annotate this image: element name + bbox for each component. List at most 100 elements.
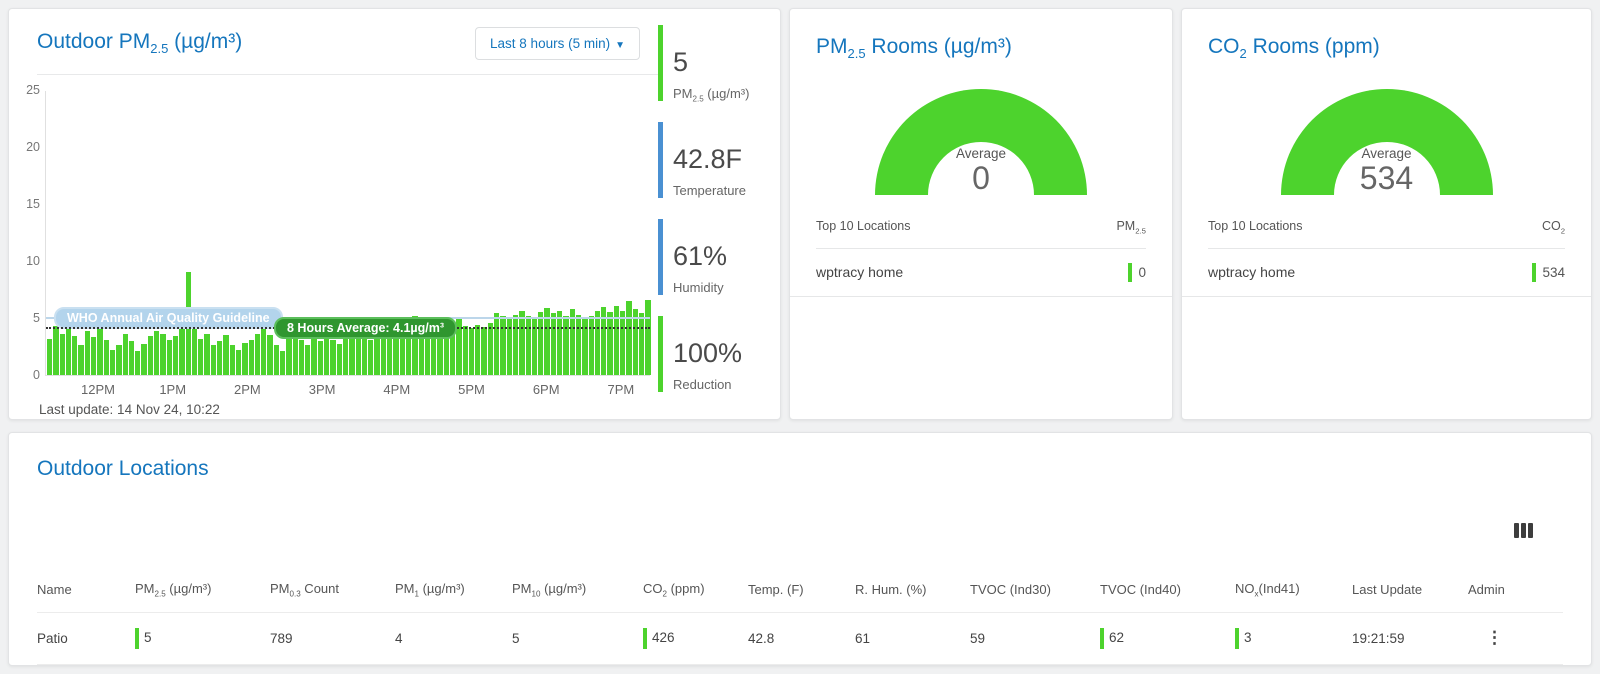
table-cell: 4 xyxy=(395,612,512,665)
chart-bar xyxy=(191,328,198,375)
time-range-dropdown[interactable]: Last 8 hours (5 min) ▼ xyxy=(475,27,640,60)
outdoor-card-title: Outdoor PM2.5 (µg/m³) xyxy=(37,30,243,57)
value-color-bar xyxy=(1100,627,1104,649)
chart-bar xyxy=(273,345,279,375)
kebab-menu-icon[interactable]: ⋮ xyxy=(1486,628,1503,648)
admin-cell: ⋮ xyxy=(1468,612,1563,665)
co2-list-header: Top 10 Locations CO2 xyxy=(1208,219,1565,249)
chart-bar xyxy=(217,340,223,375)
stat-value: 5 xyxy=(673,47,689,77)
y-axis-tick: 5 xyxy=(33,311,40,325)
chart-bar xyxy=(229,345,235,375)
chart-bar xyxy=(324,334,330,375)
stat-value: 100% xyxy=(673,338,743,368)
table-cell: 5 xyxy=(135,612,270,665)
chart-bar xyxy=(47,338,53,375)
chart-bar xyxy=(594,311,601,375)
chart-bar xyxy=(525,315,531,375)
chart-bar xyxy=(292,330,298,375)
chart-bar xyxy=(204,334,210,375)
chart-bar xyxy=(116,345,122,375)
chart-bar xyxy=(544,307,550,375)
stat-color-bar xyxy=(658,219,663,295)
chart-bar xyxy=(645,299,651,375)
stat-color-bar xyxy=(658,25,663,101)
chart-bar xyxy=(563,315,569,375)
chart-bar xyxy=(380,330,387,375)
chart-bar xyxy=(462,326,468,375)
chart-bar xyxy=(59,334,65,375)
outdoor-locations-title: Outdoor Locations xyxy=(37,457,209,480)
x-axis-tick: 5PM xyxy=(458,382,485,397)
chart-bar xyxy=(368,339,374,375)
chart-bar xyxy=(494,313,500,375)
chart-bar xyxy=(172,336,179,375)
outdoor-chart-column: Outdoor PM2.5 (µg/m³) Last 8 hours (5 mi… xyxy=(9,9,658,419)
chart-bar xyxy=(103,339,109,375)
chart-bar xyxy=(349,334,355,375)
who-guideline-label: WHO Annual Air Quality Guideline xyxy=(54,307,283,329)
value-color-bar xyxy=(1532,262,1537,282)
value-color-bar xyxy=(1235,627,1239,649)
chart-bar xyxy=(342,338,349,375)
table-row: Patio 5 789 4 5 426 42.8 61 59 62 3 19:21:59 ⋮ xyxy=(37,612,1563,665)
co2-average-gauge: Average 534 xyxy=(1280,89,1493,196)
chart-bar xyxy=(235,349,242,375)
chart-bar xyxy=(355,329,361,375)
y-axis-tick: 25 xyxy=(26,83,40,97)
x-axis-tick: 6PM xyxy=(532,382,560,397)
column-header: PM1 (µg/m³) xyxy=(395,569,512,613)
chart-bar xyxy=(412,315,418,375)
stat-2: 61% Humidity xyxy=(658,219,774,295)
column-header: TVOC (Ind40) xyxy=(1100,569,1235,613)
chart-bar xyxy=(613,305,620,375)
pm25-bar-chart: WHO Annual Air Quality Guideline 8 Hours … xyxy=(26,83,651,397)
chart-bar xyxy=(607,312,613,375)
stat-color-bar xyxy=(658,316,663,392)
room-name: wptracy home xyxy=(816,264,904,281)
locations-table: Name PM2.5 (µg/m³) PM0.3 Count PM1 (µg/m³) P… xyxy=(37,569,1563,665)
chart-bar xyxy=(443,324,449,375)
chart-bar xyxy=(97,324,103,375)
metric-label: CO2 xyxy=(1541,219,1565,236)
chart-bar xyxy=(626,300,632,375)
table-cell: 5 xyxy=(512,612,643,665)
stat-label: Reduction xyxy=(673,377,732,392)
table-cell: 19:21:59 xyxy=(1352,612,1468,665)
chart-bar xyxy=(500,315,506,375)
column-header: PM0.3 Count xyxy=(270,569,395,613)
chart-bar xyxy=(311,336,317,375)
room-list-item[interactable]: wptracy home 534 xyxy=(1182,249,1591,297)
gauge-text: Average 534 xyxy=(1281,146,1493,195)
table-cell: 3 xyxy=(1235,612,1352,665)
outdoor-card-header: Outdoor PM2.5 (µg/m³) Last 8 hours (5 mi… xyxy=(9,9,658,74)
stat-label: Temperature xyxy=(673,183,746,198)
locations-table-header-row: Name PM2.5 (µg/m³) PM0.3 Count PM1 (µg/m³) P… xyxy=(37,569,1563,613)
gauge-value: 534 xyxy=(1359,160,1414,196)
stat-3: 100% Reduction xyxy=(658,316,774,392)
chart-bar xyxy=(632,308,638,375)
x-axis-tick: 3PM xyxy=(308,382,336,397)
chart-bar xyxy=(109,349,116,375)
co2-rooms-card: CO2 Rooms (ppm) Average 534 Top 10 Locat… xyxy=(1181,8,1592,420)
chart-bar xyxy=(437,329,443,375)
room-value: 534 xyxy=(1532,262,1565,282)
chart-bar xyxy=(418,331,424,375)
chart-bar xyxy=(387,337,393,375)
chart-bar xyxy=(468,328,475,375)
chart-bar xyxy=(179,329,185,375)
column-header: Temp. (F) xyxy=(748,569,855,613)
column-chooser-icon[interactable] xyxy=(1512,521,1535,540)
stat-color-bar xyxy=(658,122,663,198)
room-list-item[interactable]: wptracy home 0 xyxy=(790,249,1172,297)
gauge-label: Average xyxy=(1361,146,1412,162)
x-axis-tick: 12PM xyxy=(81,382,115,397)
x-axis-tick: 1PM xyxy=(159,382,187,397)
chevron-down-icon: ▼ xyxy=(615,40,625,51)
chart-bar xyxy=(569,308,575,375)
pm25-chart-bars xyxy=(47,91,651,375)
chart-bar xyxy=(128,340,135,375)
x-axis-tick: 4PM xyxy=(383,382,411,397)
chart-bar xyxy=(336,344,342,375)
column-header: PM2.5 (µg/m³) xyxy=(135,569,270,613)
